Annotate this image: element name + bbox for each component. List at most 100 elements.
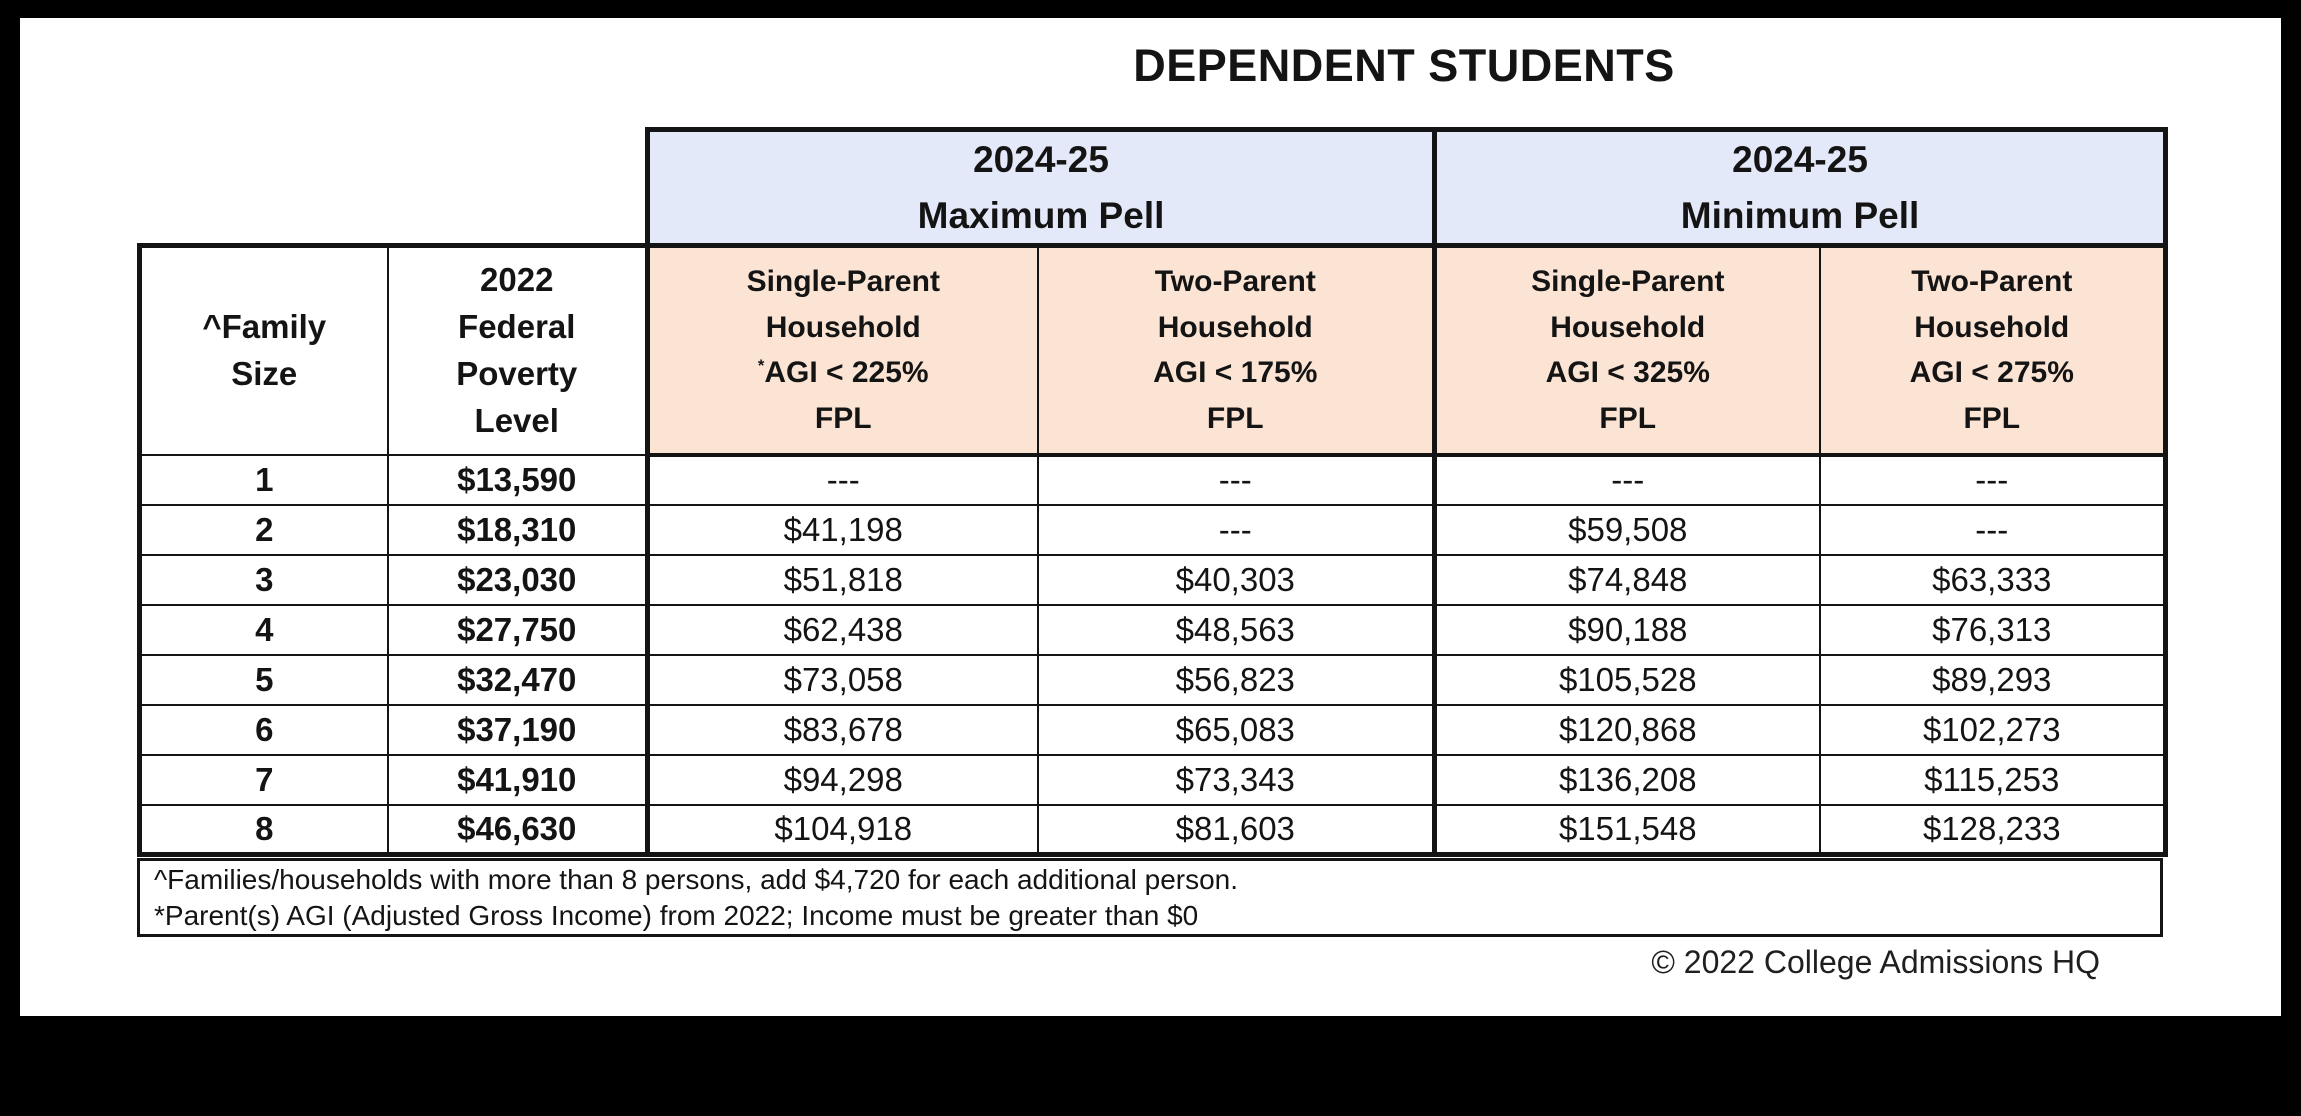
group-header-maximum-pell: 2024-25 Maximum Pell [644, 127, 1438, 248]
header-line: FPL [1963, 401, 2021, 435]
min-pell-single-cell: $120,868 [1433, 703, 1821, 756]
family-size-cell: 8 [137, 803, 389, 857]
max-pell-two-cell: $81,603 [1036, 803, 1438, 857]
family-size-cell: 7 [137, 753, 389, 806]
max-pell-single-parent-header: Single-Parent Household *AGI < 225% FPL [645, 243, 1039, 457]
fpl-header: 2022 Federal Poverty Level [386, 243, 649, 456]
min-pell-two-cell: $115,253 [1818, 753, 2169, 806]
header-line: Level [474, 401, 559, 439]
header-line: 2022 [480, 261, 554, 299]
max-pell-two-cell: $73,343 [1036, 753, 1438, 806]
fpl-cell: $18,310 [386, 503, 649, 556]
header-line: AGI < 275% [1909, 356, 2074, 390]
max-pell-single-cell: $104,918 [645, 803, 1039, 857]
max-pell-two-cell: $40,303 [1036, 553, 1438, 606]
header-line: Two-Parent [1154, 265, 1316, 299]
min-pell-single-cell: --- [1433, 453, 1821, 506]
max-pell-single-cell: --- [645, 453, 1039, 506]
group-header-minimum-pell: 2024-25 Minimum Pell [1432, 127, 2169, 248]
empty-corner-cell [140, 130, 648, 246]
max-pell-single-cell: $51,818 [645, 553, 1039, 606]
min-pell-single-cell: $59,508 [1433, 503, 1821, 556]
copyright-text: © 2022 College Admissions HQ [1651, 944, 2100, 980]
max-pell-two-parent-header: Two-Parent Household AGI < 175% FPL [1036, 243, 1438, 457]
max-pell-two-cell: --- [1036, 453, 1438, 506]
header-line: ^Family [202, 307, 327, 345]
min-pell-single-cell: $90,188 [1433, 603, 1821, 656]
page-title: DEPENDENT STUDENTS [1133, 40, 1675, 91]
header-line: Household [765, 310, 921, 344]
footnote-family-size: ^Families/households with more than 8 pe… [154, 863, 1239, 895]
table-row: 2 $18,310 $41,198 --- $59,508 --- [137, 503, 2169, 556]
fpl-cell: $23,030 [386, 553, 649, 606]
family-size-header: ^Family Size [137, 243, 389, 456]
group-header-year: 2024-25 [973, 139, 1109, 180]
asterisk-superscript: * [757, 357, 765, 376]
header-line: Poverty [456, 354, 578, 392]
table-row: 1 $13,590 --- --- --- --- [137, 453, 2169, 506]
family-size-cell: 6 [137, 703, 389, 756]
group-header-year: 2024-25 [1732, 139, 1868, 180]
max-pell-single-cell: $83,678 [645, 703, 1039, 756]
min-pell-single-cell: $105,528 [1433, 653, 1821, 706]
table-row: 7 $41,910 $94,298 $73,343 $136,208 $115,… [137, 753, 2169, 806]
header-line: AGI < 175% [1153, 356, 1318, 390]
family-size-cell: 5 [137, 653, 389, 706]
table-row: 5 $32,470 $73,058 $56,823 $105,528 $89,2… [137, 653, 2169, 706]
fpl-cell: $32,470 [386, 653, 649, 706]
header-line: Two-Parent [1911, 265, 2073, 299]
table-row: 6 $37,190 $83,678 $65,083 $120,868 $102,… [137, 703, 2169, 756]
fpl-cell: $41,910 [386, 753, 649, 806]
max-pell-two-cell: $48,563 [1036, 603, 1438, 656]
min-pell-single-cell: $74,848 [1433, 553, 1821, 606]
max-pell-single-cell: $62,438 [645, 603, 1039, 656]
header-line: FPL [1599, 401, 1657, 435]
table-row: 8 $46,630 $104,918 $81,603 $151,548 $128… [137, 803, 2169, 857]
min-pell-two-cell: $63,333 [1818, 553, 2169, 606]
family-size-cell: 2 [137, 503, 389, 556]
footnote-agi: *Parent(s) AGI (Adjusted Gross Income) f… [154, 899, 1199, 931]
min-pell-two-cell: --- [1818, 453, 2169, 506]
max-pell-single-cell: $94,298 [645, 753, 1039, 806]
header-line: FPL [814, 401, 872, 435]
max-pell-single-cell: $41,198 [645, 503, 1039, 556]
footnote-box: ^Families/households with more than 8 pe… [137, 858, 2163, 937]
header-line: Size [231, 354, 298, 392]
header-line: Household [1550, 310, 1706, 344]
table-row: 4 $27,750 $62,438 $48,563 $90,188 $76,31… [137, 603, 2169, 656]
header-line: Single-Parent [746, 265, 940, 299]
header-line: FPL [1206, 401, 1264, 435]
fpl-cell: $46,630 [386, 803, 649, 857]
min-pell-single-cell: $136,208 [1433, 753, 1821, 806]
column-header-row: ^Family Size 2022 Federal Poverty Level … [137, 243, 2169, 457]
min-pell-single-cell: $151,548 [1433, 803, 1821, 857]
fpl-cell: $13,590 [386, 453, 649, 506]
header-line: Household [1914, 310, 2070, 344]
max-pell-single-cell: $73,058 [645, 653, 1039, 706]
pell-eligibility-table: 2024-25 Maximum Pell 2024-25 Minimum Pel… [137, 127, 2169, 857]
min-pell-two-cell: $102,273 [1818, 703, 2169, 756]
header-line-text: AGI < 225% [764, 356, 929, 390]
min-pell-two-cell: $76,313 [1818, 603, 2169, 656]
table-row: 3 $23,030 $51,818 $40,303 $74,848 $63,33… [137, 553, 2169, 606]
fpl-cell: $27,750 [386, 603, 649, 656]
family-size-cell: 4 [137, 603, 389, 656]
family-size-cell: 1 [137, 453, 389, 506]
max-pell-two-cell: $56,823 [1036, 653, 1438, 706]
min-pell-single-parent-header: Single-Parent Household AGI < 325% FPL [1433, 243, 1821, 457]
max-pell-two-cell: $65,083 [1036, 703, 1438, 756]
family-size-cell: 3 [137, 553, 389, 606]
header-line: Household [1157, 310, 1313, 344]
header-line: Single-Parent [1531, 265, 1725, 299]
min-pell-two-cell: $128,233 [1818, 803, 2169, 857]
group-header-row: 2024-25 Maximum Pell 2024-25 Minimum Pel… [140, 127, 2169, 248]
min-pell-two-cell: --- [1818, 503, 2169, 556]
min-pell-two-parent-header: Two-Parent Household AGI < 275% FPL [1818, 243, 2169, 457]
group-header-label: Minimum Pell [1680, 194, 1920, 236]
header-line: *AGI < 225% [650, 350, 1037, 396]
max-pell-two-cell: --- [1036, 503, 1438, 556]
header-line: Federal [458, 307, 576, 345]
fpl-cell: $37,190 [386, 703, 649, 756]
header-line: AGI < 325% [1545, 356, 1710, 390]
